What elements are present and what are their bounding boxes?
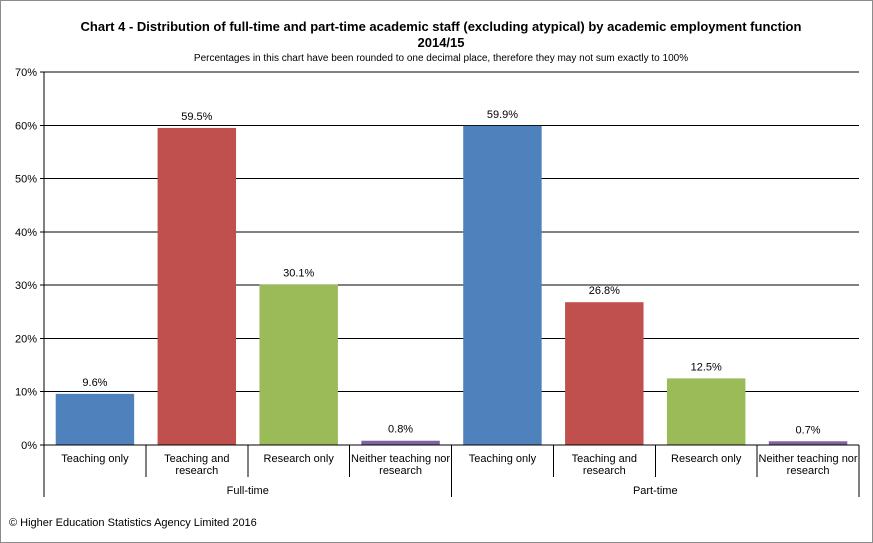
y-tick-label: 10% [15,387,37,399]
data-label: 30.1% [283,268,314,280]
x-tick-label: Research only [264,453,335,465]
data-label: 0.8% [388,424,413,436]
y-tick-label: 40% [15,227,37,239]
data-label: 26.8% [589,285,620,297]
bar [565,302,644,445]
chart-subtitle: Percentages in this chart have been roun… [193,53,689,64]
bar [768,441,848,445]
bar [259,284,338,445]
bar [157,127,237,445]
bar [55,393,135,445]
y-tick-label: 30% [15,280,37,292]
bar [361,440,440,445]
y-tick-label: 20% [15,333,37,345]
y-tick-label: 50% [15,174,37,186]
x-tick-label: Research only [671,453,742,465]
data-label: 59.9% [487,109,518,121]
data-label: 9.6% [82,377,107,389]
x-tick-label: Neither teaching nor research [759,453,858,477]
chart-title: Chart 4 - Distribution of full-time and … [80,19,802,50]
x-tick-label: Neither teaching nor research [351,453,450,477]
x-tick-label: Teaching only [469,453,537,465]
y-tick-label: 70% [15,67,37,79]
data-label: 0.7% [796,424,821,436]
x-tick-label: Teaching and research [164,453,229,477]
bar [666,378,746,445]
y-tick-label: 0% [21,440,37,452]
data-label: 59.5% [181,111,212,123]
y-tick-label: 60% [15,120,37,132]
data-label: 12.5% [691,361,722,373]
copyright-notice: © Higher Education Statistics Agency Lim… [9,517,257,529]
group-label: Full-time [227,485,269,497]
x-tick-label: Teaching only [61,453,129,465]
x-tick-label: Teaching and research [572,453,637,477]
group-label: Part-time [633,485,678,497]
bar [463,125,542,445]
